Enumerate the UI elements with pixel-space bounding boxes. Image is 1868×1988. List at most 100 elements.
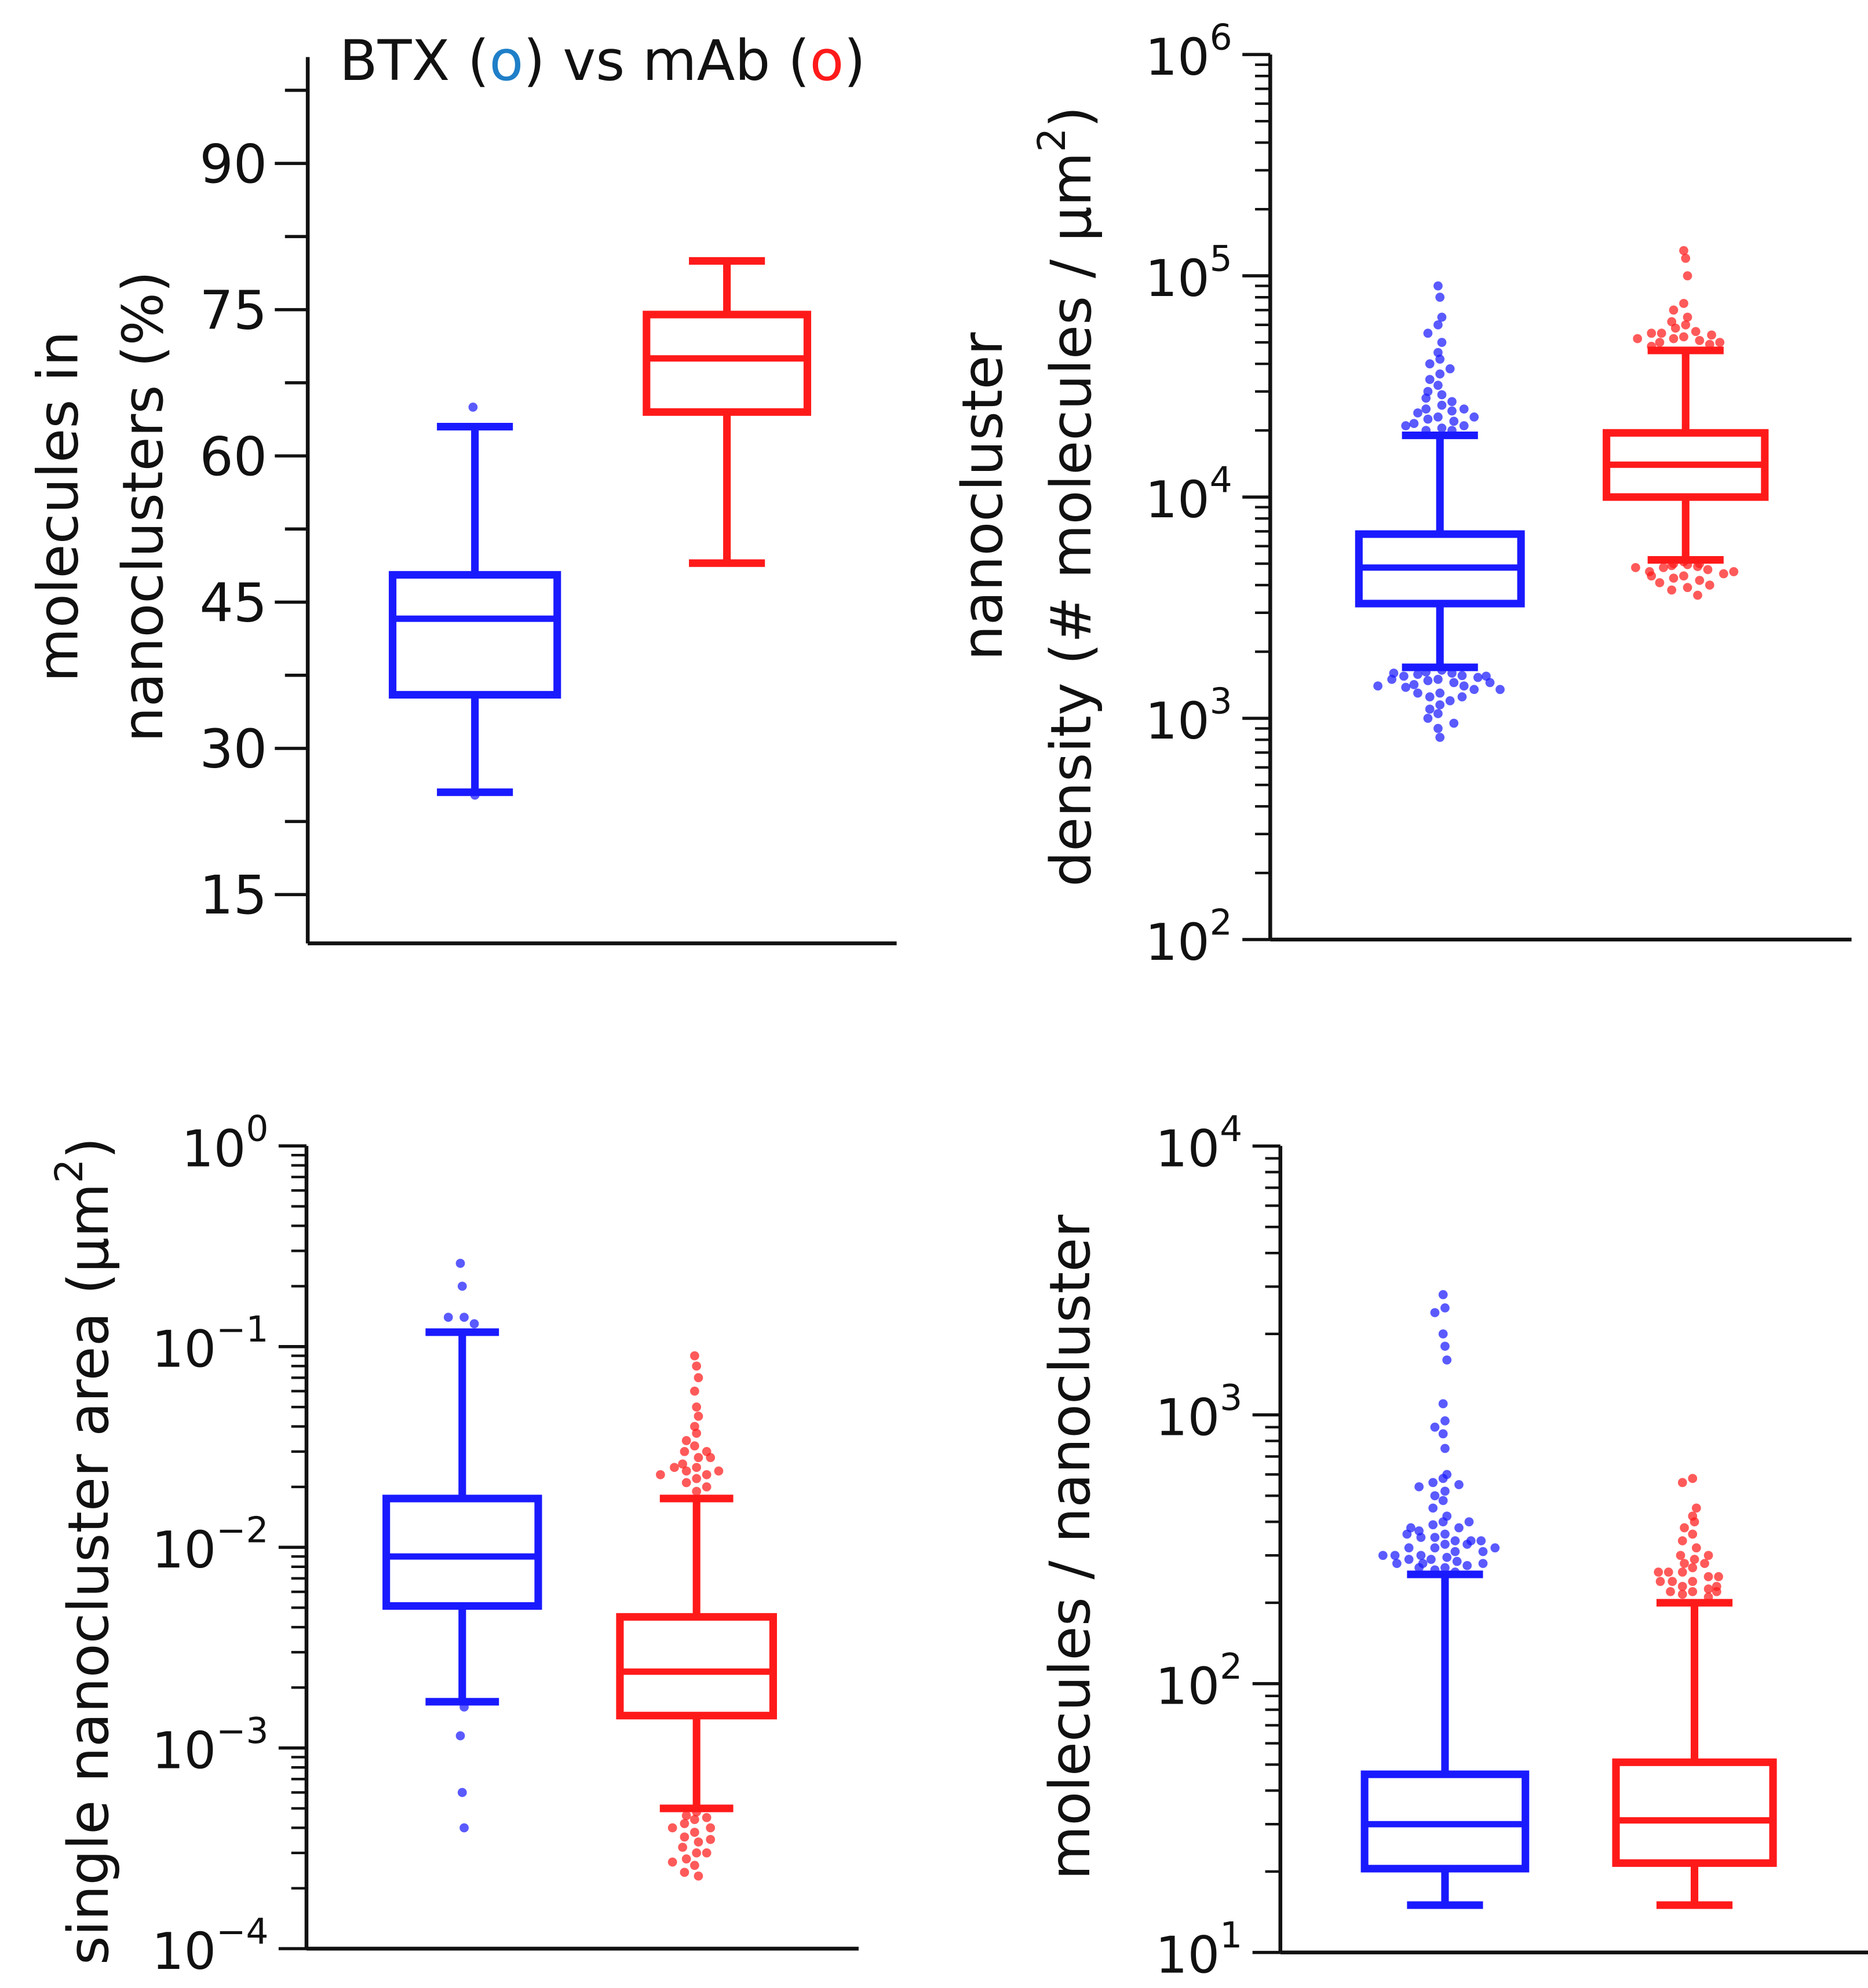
outlier-point xyxy=(459,1313,469,1322)
tick-exponent: 6 xyxy=(1210,17,1232,58)
outlier-point xyxy=(1423,414,1433,424)
outlier-point xyxy=(678,1459,687,1469)
y-tick-label: 15 xyxy=(199,864,267,926)
outlier-point xyxy=(1703,1551,1713,1561)
outlier-point xyxy=(1423,328,1433,338)
outlier-point xyxy=(690,1861,699,1870)
outlier-point xyxy=(1437,400,1447,410)
tick-exponent: 0 xyxy=(246,1109,268,1150)
tick-base: 10 xyxy=(152,1320,216,1379)
outlier-point xyxy=(692,1463,702,1472)
outlier-point xyxy=(1459,404,1469,414)
outlier-point xyxy=(1655,1577,1665,1587)
outlier-point xyxy=(1683,271,1692,280)
outlier-point xyxy=(692,1486,702,1496)
outlier-point xyxy=(1409,680,1419,689)
tick-exponent: 4 xyxy=(1210,459,1232,500)
outlier-point xyxy=(1452,1556,1462,1566)
outlier-point xyxy=(1683,312,1692,322)
outlier-point xyxy=(1430,1308,1440,1317)
outlier-point xyxy=(443,1313,453,1322)
outlier-point xyxy=(1426,1555,1436,1564)
chart-title-part: ) vs mAb ( xyxy=(523,28,809,93)
outlier-point xyxy=(1655,338,1665,347)
outlier-point xyxy=(1715,338,1725,347)
outlier-point xyxy=(690,1441,699,1451)
outlier-point xyxy=(1433,709,1443,718)
tick-base: 10 xyxy=(181,1119,246,1178)
outlier-point xyxy=(1435,369,1445,379)
outlier-point xyxy=(1433,674,1443,684)
outlier-point xyxy=(1700,1559,1709,1568)
tick-exponent: 4 xyxy=(1220,1109,1242,1150)
outlier-point xyxy=(1703,1572,1713,1581)
iqr-box xyxy=(616,1613,777,1720)
y-axis-label: molecules / nanocluster xyxy=(1038,1215,1103,1880)
outlier-point xyxy=(1442,1355,1452,1365)
outlier-point xyxy=(1677,1589,1687,1599)
y-axis-label-part: single nanocluster area (µm xyxy=(56,1183,121,1965)
outlier-point xyxy=(1401,682,1411,692)
outlier-point xyxy=(459,1823,469,1833)
tick-base: 10 xyxy=(1145,692,1210,751)
tick-exponent: 5 xyxy=(1210,238,1232,279)
outlier-point xyxy=(1445,696,1455,706)
box-btx xyxy=(1355,281,1525,742)
tick-base: 10 xyxy=(152,1922,216,1981)
box-btx xyxy=(1360,1290,1530,1909)
box-mab xyxy=(1612,1474,1777,1909)
outlier-point xyxy=(1657,328,1666,338)
outlier-point xyxy=(1703,565,1713,575)
outlier-point xyxy=(1430,1422,1440,1432)
outlier-point xyxy=(680,1832,689,1842)
outlier-point xyxy=(1668,1577,1677,1587)
outlier-point xyxy=(1425,359,1435,368)
outlier-point xyxy=(1691,327,1701,337)
box-mab xyxy=(1603,246,1769,600)
outlier-point xyxy=(1437,312,1447,322)
outlier-point xyxy=(1421,404,1431,414)
y-tick-label: 90 xyxy=(199,133,267,195)
outlier-point xyxy=(1435,293,1445,302)
outlier-point xyxy=(1454,1523,1464,1533)
outlier-point xyxy=(1435,700,1445,710)
y-axis-label-part: ) xyxy=(56,1137,121,1159)
outlier-point xyxy=(1705,580,1714,590)
tick-base: 10 xyxy=(152,1521,216,1580)
outlier-point xyxy=(681,1466,691,1476)
outlier-point xyxy=(1402,1529,1412,1539)
outlier-point xyxy=(1414,1563,1424,1573)
outlier-point xyxy=(1490,1543,1500,1553)
tick-base: 10 xyxy=(1155,1657,1220,1716)
outlier-point xyxy=(1428,1503,1438,1513)
outlier-point xyxy=(1654,1567,1663,1577)
outlier-point xyxy=(1447,397,1457,407)
y-tick-label: 75 xyxy=(199,279,267,341)
outlier-point xyxy=(1714,1572,1723,1581)
outlier-point xyxy=(1435,733,1445,742)
outlier-point xyxy=(1392,1559,1402,1568)
outlier-point xyxy=(1659,562,1668,572)
outlier-point xyxy=(1695,576,1705,585)
y-tick-label: 102 xyxy=(1155,1646,1242,1716)
outlier-point xyxy=(1473,673,1483,682)
outlier-point xyxy=(1438,1496,1448,1505)
outlier-point xyxy=(692,1361,702,1371)
outlier-point xyxy=(1688,1577,1698,1587)
y-tick-label: 10−2 xyxy=(152,1510,268,1580)
outlier-point xyxy=(1428,1478,1438,1488)
outlier-point xyxy=(692,1428,702,1438)
outlier-point xyxy=(694,1412,703,1421)
outlier-point xyxy=(1647,328,1657,338)
outlier-point xyxy=(1437,423,1447,433)
outlier-point xyxy=(457,1281,467,1291)
iqr-box xyxy=(643,310,811,416)
y-axis-label: nanocluster xyxy=(950,332,1015,660)
outlier-point xyxy=(1423,676,1433,685)
outlier-point xyxy=(1707,330,1716,340)
outlier-point xyxy=(1450,1536,1460,1545)
outlier-point xyxy=(1442,1552,1452,1562)
tick-exponent: 1 xyxy=(1220,1915,1242,1956)
outlier-point xyxy=(1438,1290,1448,1299)
outlier-point xyxy=(702,1848,712,1858)
